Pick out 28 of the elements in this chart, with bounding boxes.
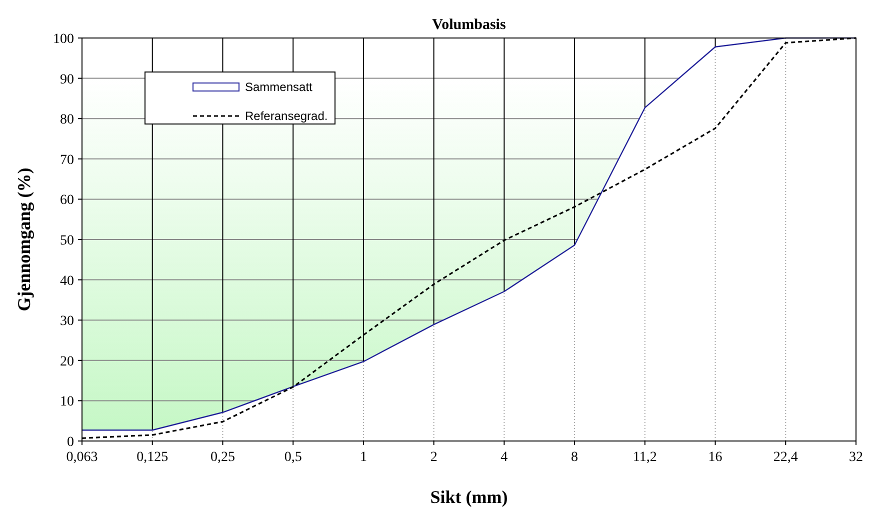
y-tick-label: 20 <box>60 354 74 370</box>
legend-label: Referansegrad. <box>245 109 328 123</box>
x-tick-label: 4 <box>500 450 508 465</box>
x-tick-label: 0,125 <box>136 450 168 465</box>
x-axis-title: Sikt (mm) <box>430 487 508 507</box>
x-tick-label: 0,25 <box>210 450 235 465</box>
x-tick-label: 0,063 <box>66 450 98 465</box>
y-tick-label: 80 <box>60 112 74 128</box>
chart-title: Volumbasis <box>432 17 506 33</box>
y-tick-label: 0 <box>67 435 74 450</box>
y-tick-label: 30 <box>60 314 74 330</box>
x-tick-label: 32 <box>849 450 863 465</box>
x-tick-label: 0,5 <box>284 450 302 465</box>
y-tick-label: 40 <box>60 274 74 289</box>
x-tick-label: 11,2 <box>632 450 657 465</box>
y-tick-label: 60 <box>60 193 74 208</box>
x-tick-label: 8 <box>571 450 578 465</box>
x-tick-label: 22,4 <box>773 450 798 465</box>
legend-label: Sammensatt <box>245 80 314 94</box>
y-tick-label: 100 <box>53 32 74 47</box>
x-tick-label: 1 <box>360 450 367 465</box>
y-tick-label: 90 <box>60 72 74 88</box>
x-tick-label: 2 <box>430 450 438 465</box>
y-axis-title: Gjennomgang (%) <box>14 168 34 312</box>
y-tick-label: 70 <box>60 152 74 168</box>
x-tick-label: 16 <box>708 450 722 465</box>
y-tick-label: 10 <box>60 394 74 410</box>
y-tick-label: 50 <box>60 234 74 248</box>
